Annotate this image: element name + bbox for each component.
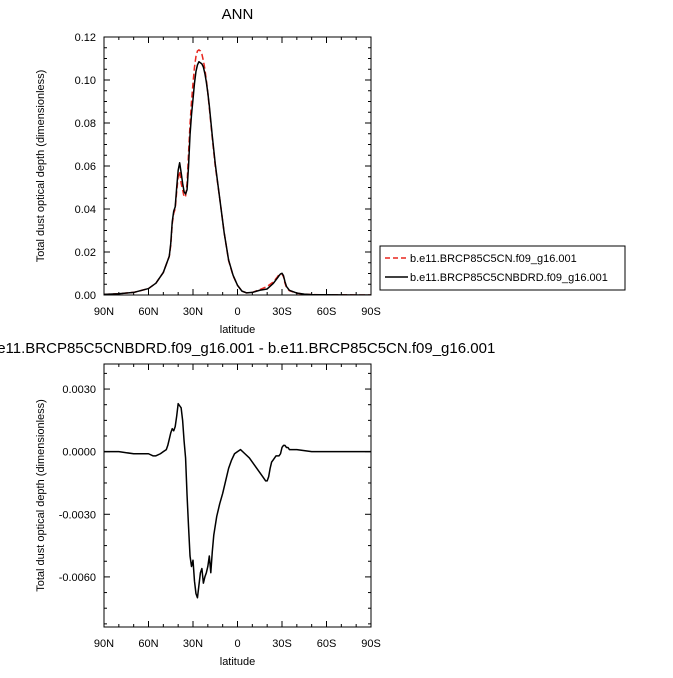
x-tick-label: 30S [272,306,292,318]
chart-title: ANN [222,6,254,23]
y-tick-label: 0.0030 [62,384,96,396]
x-tick-label: 60N [138,638,158,650]
x-tick-label: 60N [138,306,158,318]
legend-label-2: b.e11.BRCP85C5CNBDRD.f09_g16.001 [410,272,608,284]
y-tick-label: 0.10 [75,75,96,87]
x-tick-label: 90N [94,638,114,650]
y-tick-label: 0.04 [75,204,96,216]
y-tick-label: 0.06 [75,161,96,173]
x-tick-label: 0 [234,638,240,650]
y-axis-label: Total dust optical depth (dimensionless) [35,399,47,592]
chart-2: b.e11.BRCP85C5CNBDRD.f09_g16.001 - b.e11… [0,340,495,668]
y-axis-label: Total dust optical depth (dimensionless) [35,70,47,263]
y-tick-label: -0.0030 [59,509,96,521]
legend-label-1: b.e11.BRCP85C5CN.f09_g16.001 [410,253,577,265]
x-tick-label: 30S [272,638,292,650]
y-tick-label: 0.00 [75,290,96,302]
series-line-2 [104,60,371,295]
y-tick-label: 0.12 [75,32,96,44]
legend-box [379,245,626,291]
x-tick-label: 90S [361,638,381,650]
x-tick-label: 60S [317,638,337,650]
series-line-1 [104,49,371,295]
y-tick-label: -0.0060 [59,572,96,584]
y-tick-label: 0.02 [75,247,96,259]
plot-frame [103,36,372,296]
series-line-1 [104,402,371,599]
x-tick-label: 90N [94,306,114,318]
x-tick-label: 60S [317,306,337,318]
chart-1: ANN 90N 60N 30N 0 30S 60S 90S 0.00 0.02 0.04 0.06 0.… [35,6,626,336]
chart-title: b.e11.BRCP85C5CNBDRD.f09_g16.001 - b.e11… [0,340,495,357]
x-tick-label: 30N [183,306,203,318]
x-tick-label: 0 [234,306,240,318]
x-tick-label: 30N [183,638,203,650]
x-axis-label: latitude [220,656,255,668]
x-axis-label: latitude [220,324,255,336]
series-group [104,402,371,599]
y-tick-label: 0.0000 [62,447,96,459]
series-group [104,49,371,295]
plot-frame [103,363,372,628]
legend: b.e11.BRCP85C5CN.f09_g16.001 b.e11.BRCP85… [379,245,626,291]
y-tick-label: 0.08 [75,118,96,130]
x-tick-label: 90S [361,306,381,318]
